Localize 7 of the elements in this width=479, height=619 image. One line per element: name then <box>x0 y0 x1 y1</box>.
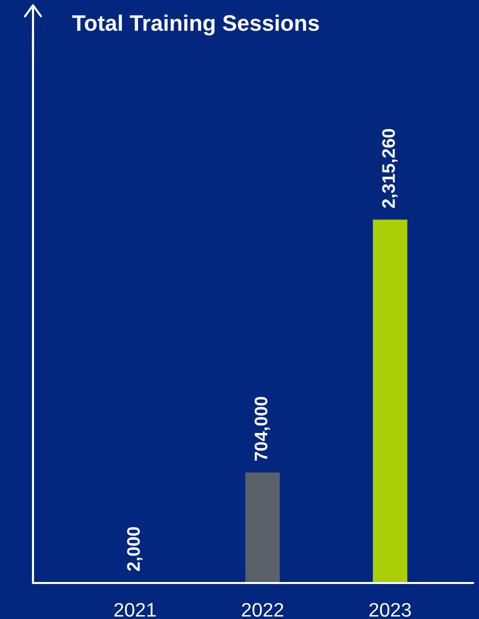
x-tick-label: 2022 <box>242 602 284 617</box>
chart-title: Total Training Sessions <box>72 14 319 36</box>
data-label: 2,315,260 <box>382 128 398 208</box>
data-label: 704,000 <box>254 396 270 461</box>
x-tick-label: 2023 <box>369 602 411 617</box>
x-tick-label: 2021 <box>114 602 156 617</box>
data-label: 2,000 <box>127 527 142 571</box>
